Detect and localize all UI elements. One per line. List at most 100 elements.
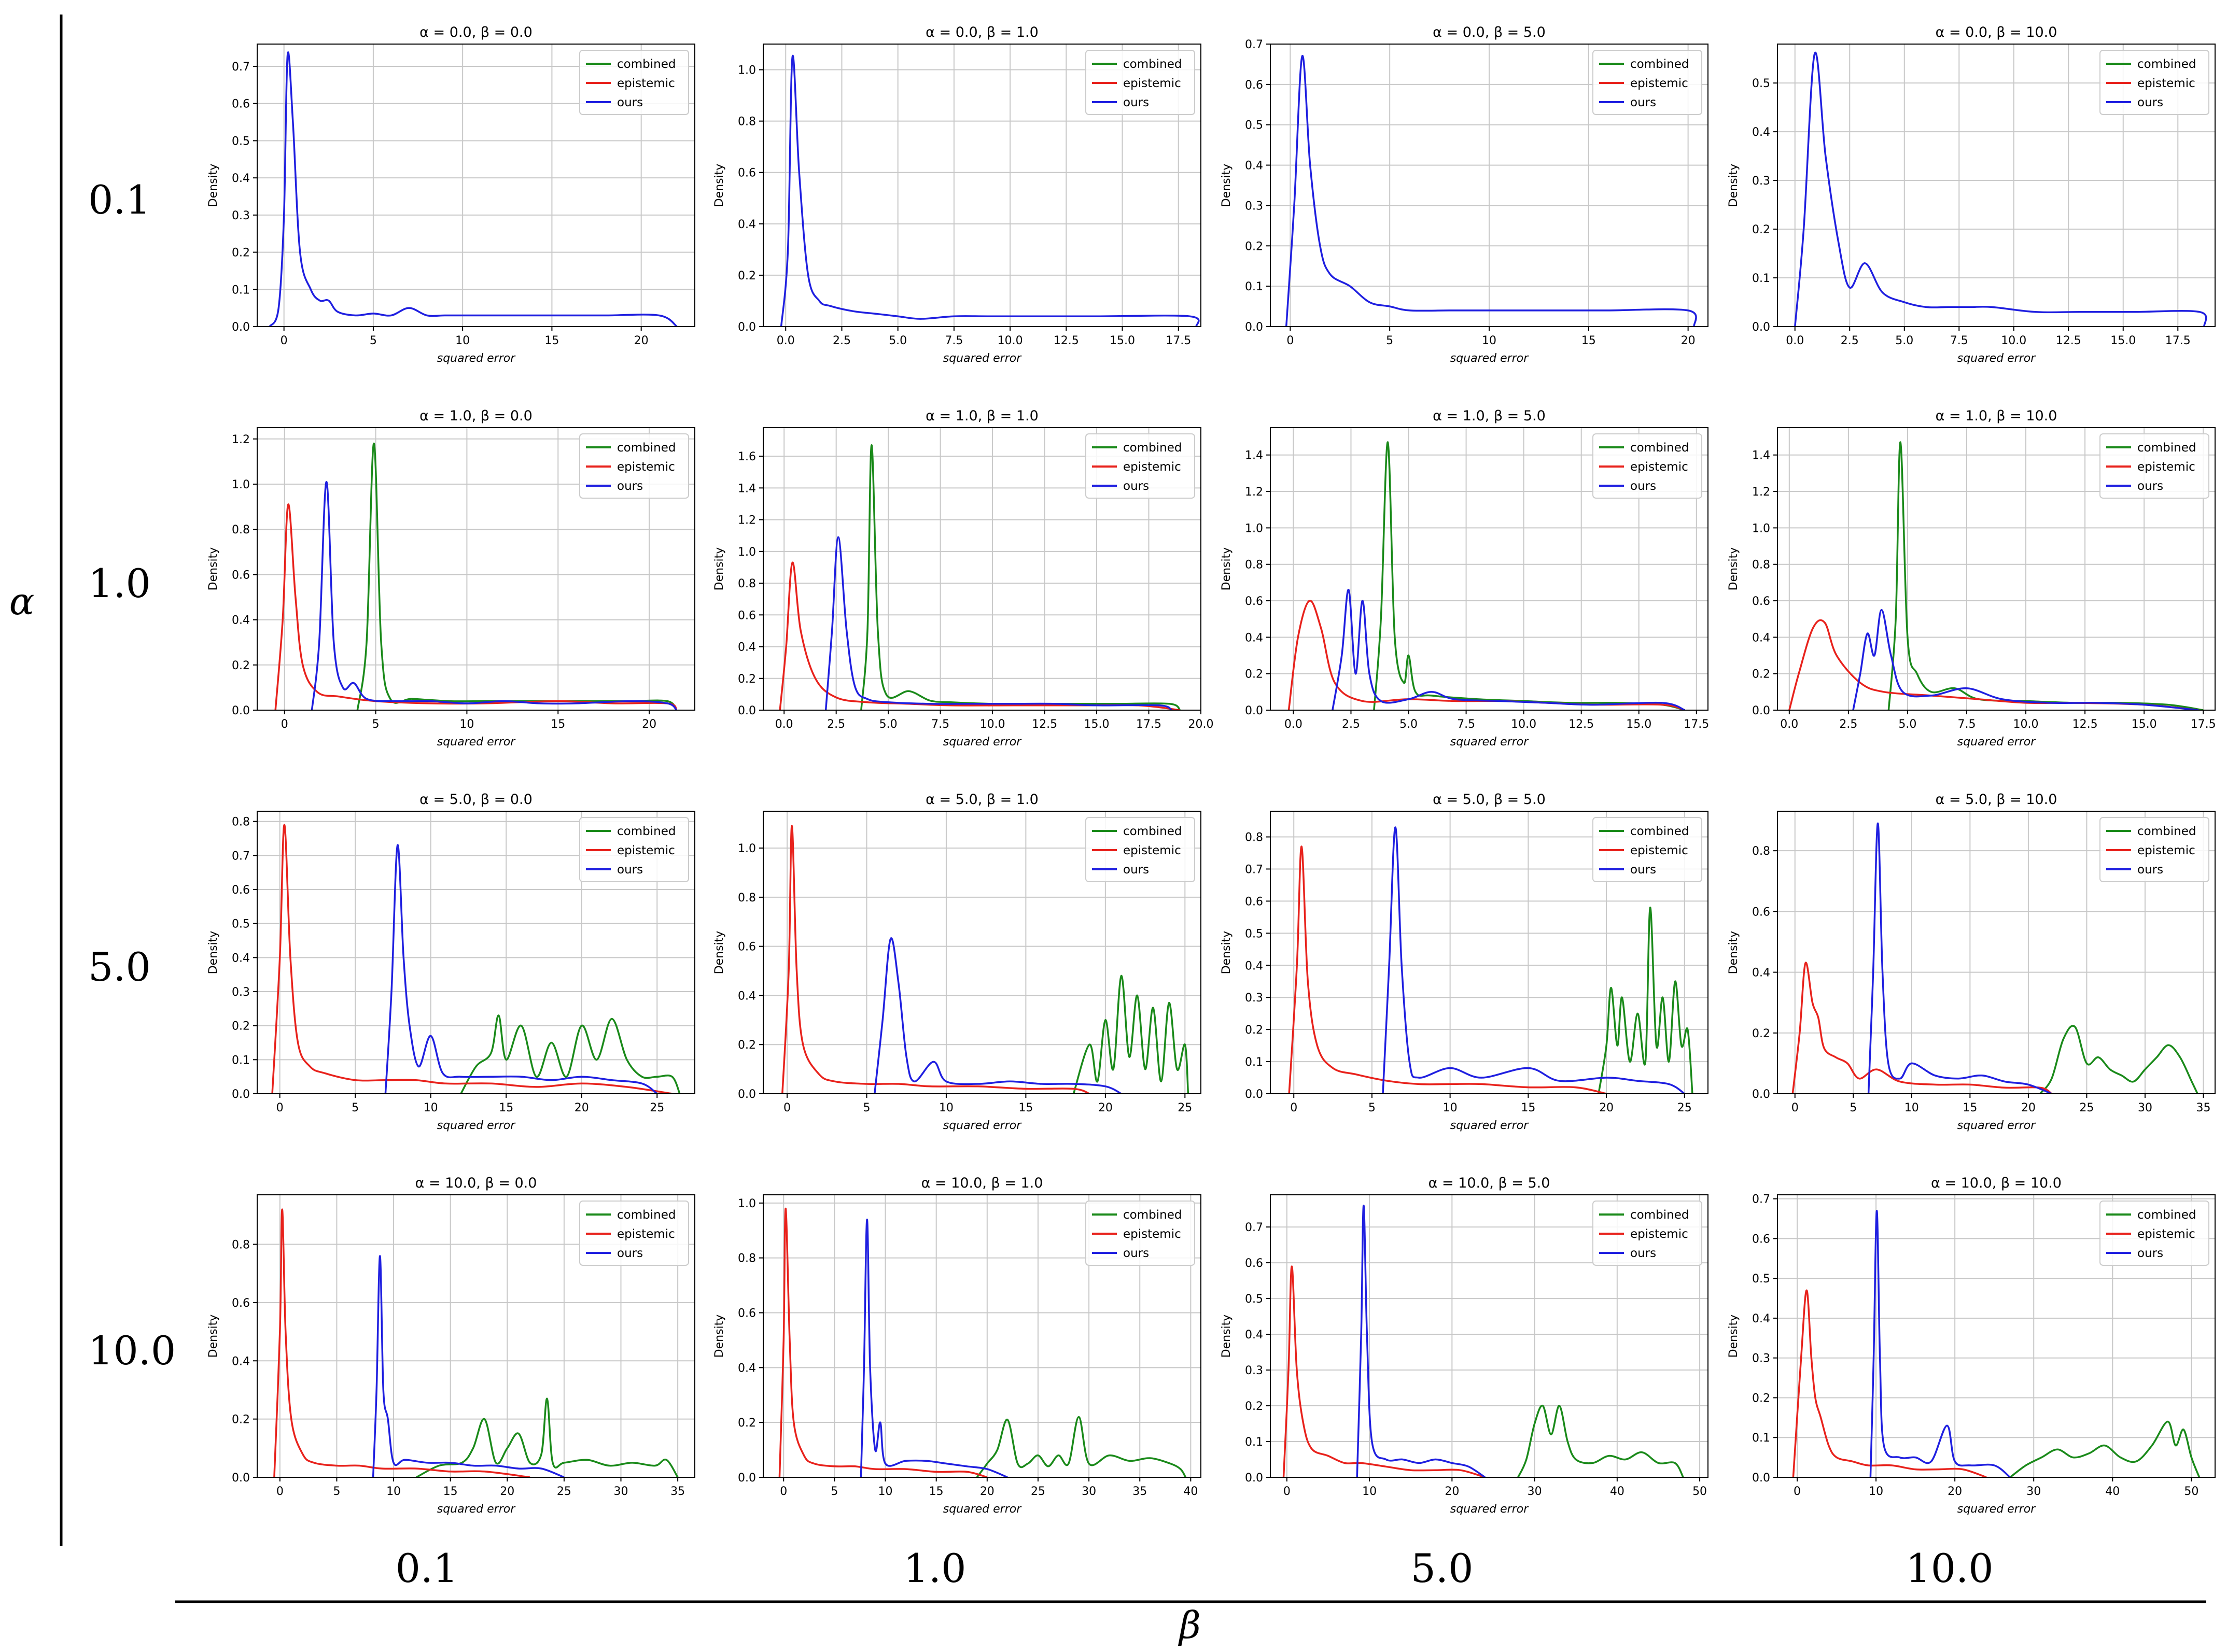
series-ours — [860, 1218, 1008, 1477]
series-ours — [824, 536, 1172, 710]
y-tick-label: 0.6 — [1752, 1233, 1770, 1246]
y-axis-label: Density — [207, 547, 220, 591]
y-tick-label: 0.6 — [738, 167, 756, 180]
x-tick-label: 2.5 — [1841, 334, 1859, 347]
x-tick-label: 5.0 — [1399, 718, 1418, 731]
legend: combined epistemic ours — [1592, 433, 1702, 499]
y-tick-label: 0.8 — [738, 1252, 756, 1265]
y-tick-label: 0.6 — [232, 1297, 250, 1310]
y-tick-label: 0.2 — [232, 1414, 250, 1427]
legend-label-epistemic: epistemic — [1630, 460, 1688, 474]
y-tick-label: 0.4 — [1245, 631, 1263, 644]
legend-label-combined: combined — [1123, 825, 1182, 838]
y-tick-label: 0.0 — [738, 321, 756, 334]
y-tick-label: 1.0 — [738, 842, 756, 855]
y-tick-label: 0.4 — [1245, 1329, 1263, 1342]
y-tick-label: 0.2 — [232, 247, 250, 260]
series-epistemic — [271, 824, 673, 1094]
panel-2-0: 0 5 10 15 20 25 0.0 0.1 0.2 0.3 0.4 0.5 0.6 0.7 0.8 α =… — [207, 792, 695, 1132]
y-tick-label: 0.6 — [232, 884, 250, 897]
x-tick-label: 15 — [1018, 1102, 1033, 1114]
y-axis-label: Density — [713, 164, 726, 207]
y-tick-label: 0.0 — [1752, 1088, 1770, 1101]
legend-box — [579, 433, 689, 499]
y-tick-label: 0.7 — [1752, 1193, 1770, 1206]
plot-frame — [1270, 1194, 1708, 1478]
x-tick-label: 10.0 — [2013, 718, 2039, 731]
y-tick-label: 0.3 — [1245, 992, 1263, 1005]
panel-0-2: 0 5 10 15 20 0.0 0.1 0.2 0.3 0.4 0.5 0.6 0.7 α = 0.0,… — [1220, 24, 1708, 365]
plot-frame — [1777, 44, 2216, 327]
series-combined — [2039, 1025, 2198, 1094]
legend: combined epistemic ours — [2099, 433, 2209, 499]
legend-label-ours: ours — [2137, 479, 2163, 493]
y-tick-label: 0.0 — [1752, 1472, 1770, 1485]
x-axis-label: squared error — [1450, 1503, 1529, 1516]
x-tick-label: 15 — [443, 1485, 458, 1498]
legend-label-epistemic: epistemic — [617, 1227, 675, 1241]
y-tick-label: 0.1 — [1752, 1432, 1770, 1445]
legend-label-combined: combined — [617, 825, 676, 838]
x-tick-label: 20 — [634, 334, 649, 347]
series-epistemic — [1791, 962, 2052, 1094]
y-axis-label: Density — [1220, 931, 1233, 975]
panel-3-2: 0 10 20 30 40 50 0.0 0.1 0.2 0.3 0.4 0.5 0.6 0.7 α = 1… — [1220, 1175, 1708, 1516]
x-tick-label: 7.5 — [931, 718, 949, 731]
x-tick-label: 40 — [1183, 1485, 1198, 1498]
y-tick-label: 0.2 — [1752, 668, 1770, 681]
x-tick-label: 15 — [551, 718, 565, 731]
legend-label-ours: ours — [2137, 1247, 2163, 1260]
legend-label-ours: ours — [1630, 863, 1656, 877]
y-tick-label: 1.2 — [232, 433, 250, 446]
legend-box — [2099, 433, 2209, 499]
x-tick-label: 20 — [1681, 334, 1696, 347]
legend-label-epistemic: epistemic — [1630, 844, 1688, 857]
y-tick-label: 0.6 — [232, 569, 250, 582]
series-combined — [976, 1416, 1187, 1477]
plot-frame — [1270, 44, 1708, 327]
panel-title: α = 10.0, β = 0.0 — [415, 1175, 537, 1191]
legend-label-combined: combined — [1630, 58, 1689, 71]
x-tick-label: 40 — [2105, 1485, 2120, 1498]
x-axis-label: squared error — [437, 736, 516, 749]
panel-2-3: 0 5 10 15 20 25 30 35 0.0 0.2 0.4 0.6 0.8 α = 5.0, β … — [1727, 792, 2216, 1132]
y-tick-label: 0.0 — [232, 1088, 250, 1101]
legend-label-epistemic: epistemic — [1630, 1227, 1688, 1241]
series-ours — [1867, 822, 2052, 1094]
y-tick-label: 0.8 — [1245, 831, 1263, 844]
col-label-2: 5.0 — [1411, 1545, 1474, 1591]
x-tick-label: 10 — [1482, 334, 1496, 347]
x-tick-label: 12.5 — [1054, 334, 1079, 347]
x-tick-label: 10.0 — [2001, 334, 2026, 347]
x-tick-label: 10 — [1869, 1485, 1883, 1498]
x-tick-label: 15 — [1521, 1102, 1535, 1114]
panel-grid: 0 5 10 15 20 0.0 0.1 0.2 0.3 0.4 0.5 0.6 0.7 α = 0.0,… — [207, 24, 2216, 1516]
x-tick-label: 20 — [1599, 1102, 1614, 1114]
series-ours — [384, 844, 658, 1094]
y-tick-label: 1.4 — [1752, 449, 1770, 462]
x-tick-label: 25 — [1031, 1485, 1045, 1498]
y-axis-label: Density — [1220, 1315, 1233, 1358]
legend: combined epistemic ours — [579, 1201, 689, 1266]
row-label-0: 0.1 — [88, 177, 151, 223]
x-tick-label: 10 — [1362, 1485, 1377, 1498]
legend: combined epistemic ours — [579, 50, 689, 115]
panel-title: α = 5.0, β = 5.0 — [1433, 792, 1546, 808]
series-epistemic — [1282, 1265, 1486, 1477]
series-combined — [2009, 1420, 2201, 1477]
panel-title: α = 1.0, β = 5.0 — [1433, 408, 1546, 424]
y-tick-label: 0.7 — [1245, 863, 1263, 876]
x-axis-label: squared error — [1450, 736, 1529, 749]
x-tick-label: 20 — [642, 718, 656, 731]
y-tick-label: 0.2 — [738, 270, 756, 283]
series-ours — [1356, 1204, 1486, 1477]
x-tick-label: 7.5 — [1957, 718, 1976, 731]
x-tick-label: 50 — [2184, 1485, 2198, 1498]
x-tick-label: 15.0 — [2132, 718, 2157, 731]
x-tick-label: 25 — [557, 1485, 571, 1498]
y-tick-label: 0.8 — [738, 577, 756, 590]
series-combined — [1373, 441, 1686, 710]
plot-frame — [763, 811, 1201, 1094]
plot-frame — [257, 427, 695, 711]
